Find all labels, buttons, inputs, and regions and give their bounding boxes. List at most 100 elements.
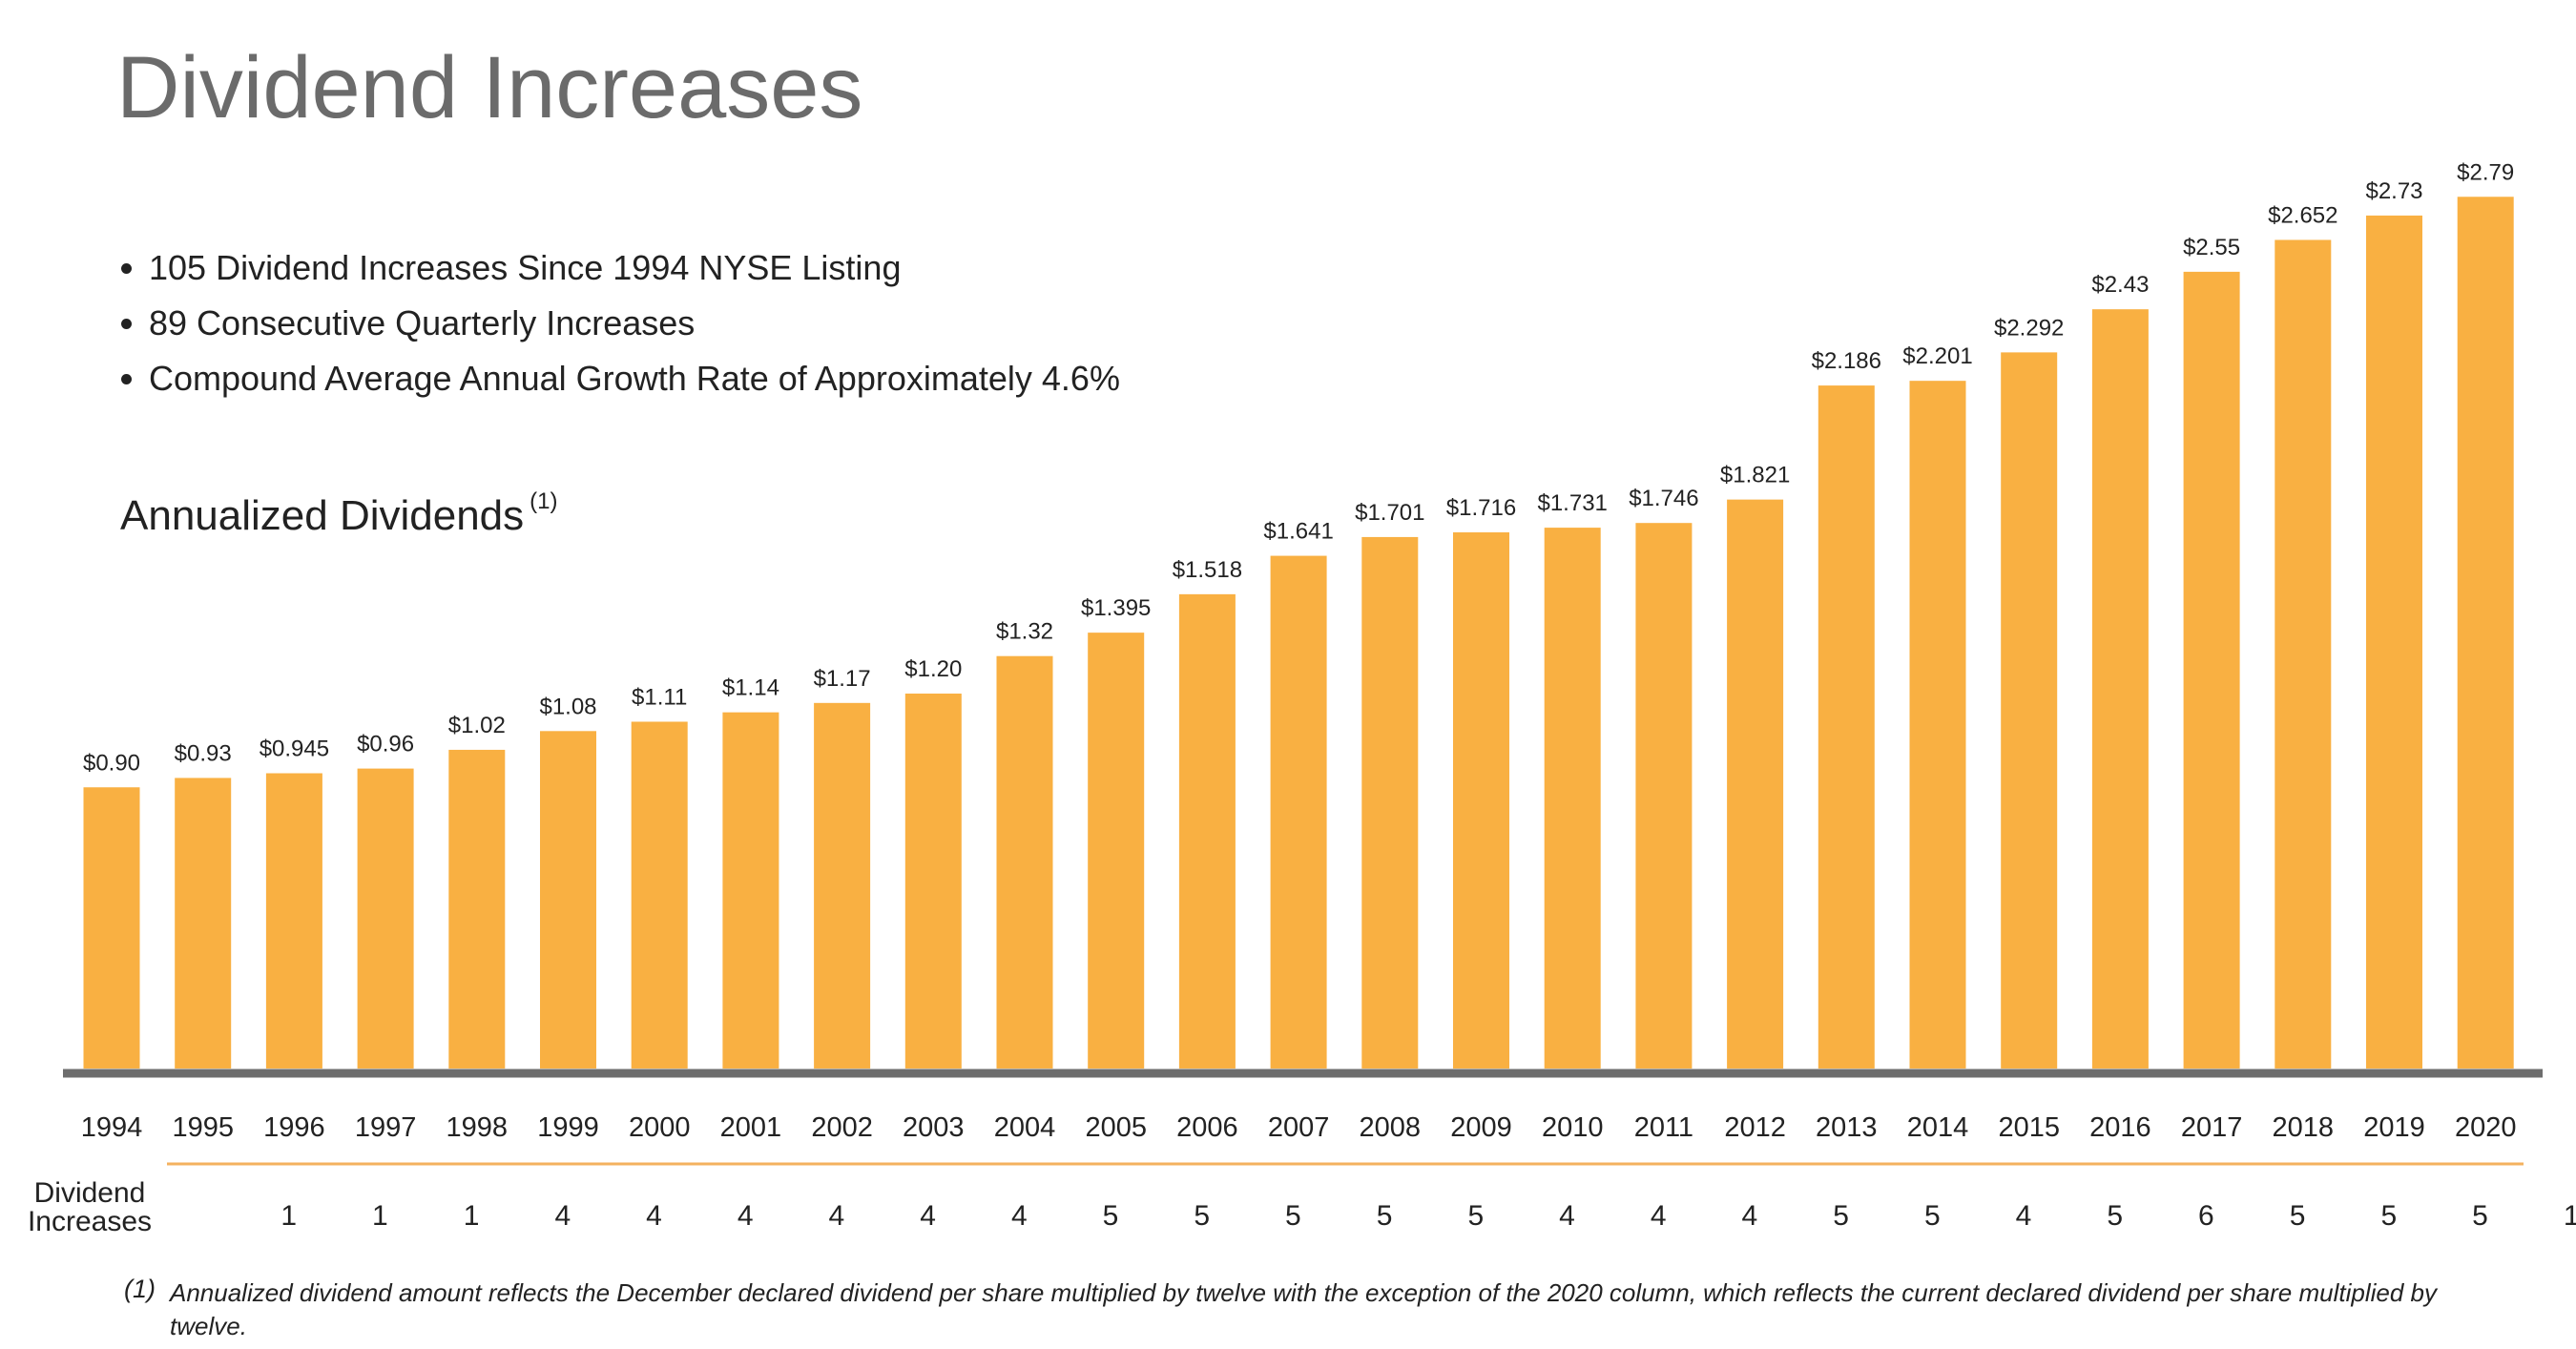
x-tick-label: 2019 — [2363, 1112, 2425, 1143]
increase-count: 5 — [1924, 1200, 1941, 1232]
bar — [1088, 633, 1145, 1069]
footnote: Annualized dividend amount reflects the … — [170, 1278, 2437, 1340]
bar — [2457, 197, 2514, 1069]
value-label: $2.79 — [2457, 159, 2514, 185]
value-label: $1.17 — [814, 666, 871, 692]
subtitle: Annualized Dividends — [120, 492, 525, 539]
x-tick-label: 2017 — [2181, 1112, 2243, 1143]
increase-count: 5 — [2107, 1200, 2123, 1232]
bar — [1453, 532, 1509, 1069]
bar — [2001, 352, 2058, 1069]
increase-count: 6 — [2198, 1200, 2214, 1232]
value-label: $1.641 — [1263, 519, 1333, 545]
bullet: 89 Consecutive Quarterly Increases — [149, 296, 1120, 351]
increase-count: 4 — [1559, 1200, 1575, 1232]
bullet: Compound Average Annual Growth Rate of A… — [149, 351, 1120, 406]
increase-count: 1 — [280, 1200, 297, 1232]
bar — [540, 731, 596, 1069]
increase-count: 5 — [1285, 1200, 1301, 1232]
value-label: $0.945 — [260, 737, 329, 762]
bar — [996, 655, 1053, 1069]
increase-count: 4 — [1742, 1200, 1758, 1232]
value-label: $1.08 — [539, 694, 596, 719]
x-tick-label: 1995 — [172, 1112, 234, 1143]
value-label: $1.395 — [1081, 595, 1151, 621]
x-tick-label: 2011 — [1634, 1112, 1693, 1143]
footnote-marker: (1) — [124, 1275, 156, 1303]
bar — [1909, 381, 1966, 1069]
bar — [357, 768, 414, 1069]
subtitle-note: (1) — [530, 488, 558, 514]
bar — [814, 702, 871, 1069]
x-tick-label: 2001 — [720, 1112, 782, 1143]
x-tick-label: 2003 — [903, 1112, 965, 1143]
bar — [2183, 271, 2240, 1069]
increase-count: 5 — [1103, 1200, 1119, 1232]
x-tick-label: 2004 — [994, 1112, 1056, 1143]
value-label: $1.518 — [1173, 557, 1242, 583]
x-tick-label: 1999 — [537, 1112, 599, 1143]
value-label: $2.73 — [2365, 178, 2422, 204]
value-label: $1.32 — [996, 619, 1053, 645]
bullet-list: 105 Dividend Increases Since 1994 NYSE L… — [118, 240, 1120, 406]
increase-count: 5 — [2472, 1200, 2488, 1232]
increase-count: 4 — [646, 1200, 662, 1232]
increase-count: 4 — [737, 1200, 754, 1232]
x-tick-label: 2005 — [1085, 1112, 1147, 1143]
bar — [1361, 536, 1419, 1069]
bar — [83, 787, 140, 1069]
increase-count: 5 — [1467, 1200, 1484, 1232]
bar — [175, 778, 232, 1069]
x-tick-label: 2013 — [1816, 1112, 1878, 1143]
x-tick-label: 2016 — [2089, 1112, 2151, 1143]
increase-count: 5 — [1377, 1200, 1393, 1232]
bar — [1727, 499, 1784, 1069]
x-tick-label: 2010 — [1542, 1112, 1604, 1143]
x-tick-label: 2007 — [1268, 1112, 1330, 1143]
value-label: $1.746 — [1629, 486, 1698, 511]
value-label: $1.02 — [448, 713, 506, 738]
increase-count: 4 — [1011, 1200, 1028, 1232]
value-label: $2.186 — [1812, 348, 1881, 374]
value-label: $2.55 — [2183, 235, 2240, 260]
value-label: $1.701 — [1355, 500, 1424, 526]
increase-count: 5 — [1833, 1200, 1849, 1232]
x-tick-label: 2020 — [2455, 1112, 2517, 1143]
bar — [904, 694, 962, 1069]
bar — [1635, 523, 1693, 1069]
x-tick-label: 2014 — [1907, 1112, 1969, 1143]
title: Dividend Increases — [116, 39, 863, 136]
increase-count: 4 — [554, 1200, 571, 1232]
bar — [2366, 215, 2422, 1069]
value-label: $1.11 — [632, 684, 687, 710]
bar — [1818, 385, 1875, 1069]
value-label: $1.731 — [1537, 490, 1607, 516]
x-tick-label: 2002 — [811, 1112, 873, 1143]
value-label: $2.292 — [1994, 315, 2064, 341]
increase-count: 5 — [1194, 1200, 1210, 1232]
bar — [1178, 593, 1236, 1069]
value-label: $1.14 — [722, 675, 779, 701]
bar — [265, 773, 322, 1069]
value-label: $1.716 — [1446, 495, 1516, 521]
increases-row-label: Dividend Increases — [27, 1177, 153, 1237]
x-tick-label: 2006 — [1176, 1112, 1238, 1143]
x-tick-label: 2018 — [2273, 1112, 2335, 1143]
increase-count: 4 — [2016, 1200, 2032, 1232]
x-tick-label: 1996 — [263, 1112, 325, 1143]
bar — [722, 712, 779, 1069]
increase-count: 4 — [1651, 1200, 1667, 1232]
x-tick-label: 2000 — [629, 1112, 691, 1143]
increase-count: 4 — [829, 1200, 845, 1232]
increase-count: 5 — [2290, 1200, 2306, 1232]
x-tick-label: 2015 — [1998, 1112, 2060, 1143]
increase-count: 4 — [920, 1200, 936, 1232]
value-label: $2.201 — [1902, 343, 1972, 369]
increase-count: 1 — [2564, 1200, 2576, 1232]
value-label: $2.43 — [2091, 272, 2149, 298]
increase-count: 1 — [464, 1200, 480, 1232]
x-tick-label: 2008 — [1360, 1112, 1422, 1143]
subtitle-block: Annualized Dividends (1) — [120, 488, 558, 540]
bar — [1270, 555, 1327, 1069]
